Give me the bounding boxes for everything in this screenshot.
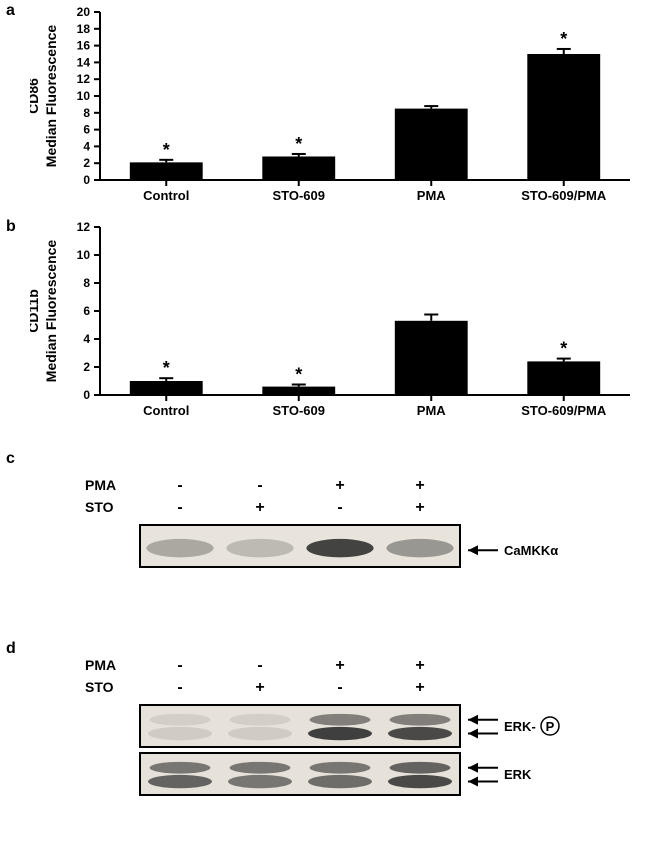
svg-text:PMA: PMA [85,477,116,493]
svg-text:*: * [295,365,302,385]
svg-text:6: 6 [83,123,90,137]
svg-text:8: 8 [83,106,90,120]
panel-label-d: d [6,640,16,658]
chart-cd86: 0 2 4 6 8 10 12 14 16 18 20 CD86Median Fluorescence… [30,0,640,215]
svg-text:10: 10 [77,248,91,262]
chart-cd11b: 0 2 4 6 8 10 12 CD11bMedian Fluorescence * Contro… [30,215,640,430]
svg-text:+: + [335,477,344,494]
svg-text:*: * [560,29,567,49]
svg-text:+: + [415,477,424,494]
svg-text:STO-609: STO-609 [272,188,325,203]
svg-text:+: + [415,499,424,516]
svg-text:-: - [257,477,262,494]
svg-text:PMA: PMA [85,657,116,673]
svg-text:+: + [255,499,264,516]
svg-text:Median Fluorescence: Median Fluorescence [43,240,59,383]
svg-text:*: * [163,358,170,378]
svg-text:8: 8 [83,276,90,290]
svg-text:16: 16 [77,39,91,53]
svg-text:CD86: CD86 [30,78,41,114]
svg-text:Control: Control [143,188,189,203]
svg-text:STO: STO [85,499,114,515]
svg-text:*: * [560,339,567,359]
panel-label-b: b [6,218,16,236]
svg-text:-: - [177,657,182,674]
svg-text:18: 18 [77,22,91,36]
svg-text:PMA: PMA [417,403,447,418]
svg-text:Control: Control [143,403,189,418]
blot-erk: PMA STO - - - + + - + + ERK- P ERK [60,650,640,850]
svg-text:STO-609: STO-609 [272,403,325,418]
svg-text:-: - [257,657,262,674]
svg-text:STO-609/PMA: STO-609/PMA [521,403,607,418]
svg-text:0: 0 [83,173,90,187]
svg-text:12: 12 [77,220,91,234]
blot-camkk: PMA STO - - - + + - + + CaMKKα [60,470,640,600]
svg-text:20: 20 [77,5,91,19]
svg-text:-: - [177,499,182,516]
svg-text:STO-609/PMA: STO-609/PMA [521,188,607,203]
svg-text:+: + [415,679,424,696]
svg-text:*: * [163,140,170,160]
svg-text:14: 14 [77,55,91,69]
svg-text:+: + [335,657,344,674]
panel-label-c: c [6,450,15,468]
svg-text:4: 4 [83,139,90,153]
svg-text:Median Fluorescence: Median Fluorescence [43,25,59,168]
svg-text:+: + [255,679,264,696]
svg-text:ERK-: ERK- [504,719,536,734]
svg-text:4: 4 [83,332,90,346]
svg-text:-: - [177,477,182,494]
panel-label-a: a [6,2,15,20]
svg-text:0: 0 [83,388,90,402]
svg-text:+: + [415,657,424,674]
svg-text:-: - [177,679,182,696]
svg-text:-: - [337,499,342,516]
svg-text:CaMKKα: CaMKKα [504,543,558,558]
svg-text:-: - [337,679,342,696]
svg-text:PMA: PMA [417,188,447,203]
svg-text:2: 2 [83,156,90,170]
svg-text:P: P [546,719,555,734]
svg-text:STO: STO [85,679,114,695]
svg-text:CD11b: CD11b [30,289,41,333]
svg-text:6: 6 [83,304,90,318]
svg-text:ERK: ERK [504,767,532,782]
svg-text:*: * [295,134,302,154]
svg-text:12: 12 [77,72,91,86]
svg-text:10: 10 [77,89,91,103]
svg-text:2: 2 [83,360,90,374]
